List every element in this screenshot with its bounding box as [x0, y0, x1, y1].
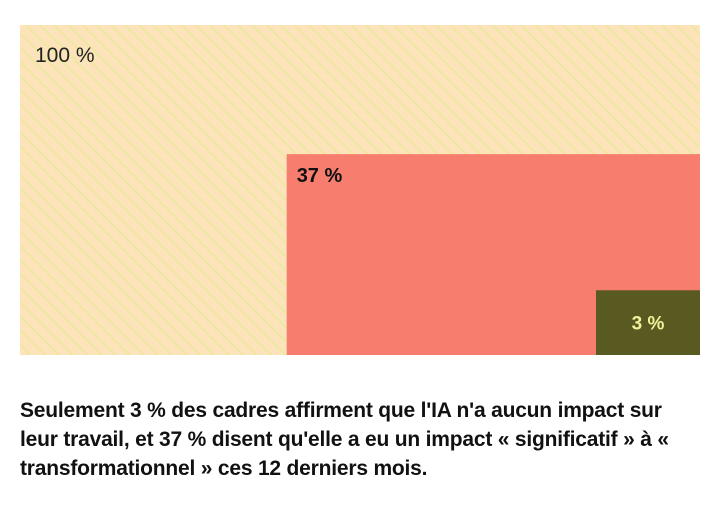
- nested-area-chart: 100 % 37 % 3 %: [20, 25, 700, 355]
- area-37-label: 37 %: [297, 165, 343, 187]
- area-3-label: 3 %: [632, 314, 665, 335]
- area-100-label: 100 %: [35, 44, 95, 67]
- chart-labels: 100 % 37 % 3 %: [35, 44, 664, 335]
- chart-caption: Seulement 3 % des cadres affirment que l…: [20, 399, 669, 480]
- chart-marks: [20, 25, 700, 355]
- area-3-rect: [596, 290, 700, 355]
